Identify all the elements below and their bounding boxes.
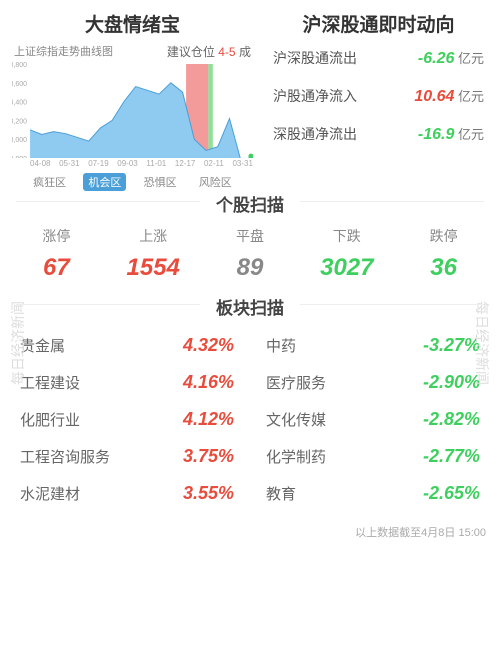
sector-title: 板块扫描 [200,292,300,321]
sector-row-gainer: 工程咨询服务 3.75% [8,438,246,475]
scan-item: 上涨 1554 [105,226,202,282]
divider-stockscan: 个股扫描 [16,201,484,202]
flows-panel: 沪深股通即时动向 沪深股通流出 -6.26 亿元沪股通净流入 10.64 亿元深股通… [269,10,488,197]
sector-name: 化肥行业 [20,409,80,430]
flow-row: 深股通净流出 -16.9 亿元 [269,115,488,153]
index-chart: 3,800 3,600 3,400 3,200 3,000 2,800 [12,62,253,158]
svg-text:3,600: 3,600 [12,81,27,88]
sector-row-gainer: 化肥行业 4.12% [8,401,246,438]
sector-losers: 中药 -3.27% 医疗服务 -2.90% 文化传媒 -2.82% 化学制药 -2.77% 教育… [254,327,492,512]
scan-label: 平盘 [202,226,299,246]
scan-value: 3027 [298,254,395,282]
sector-name: 医疗服务 [266,372,326,393]
sector-pct: -2.90% [423,372,480,393]
svg-text:3,000: 3,000 [12,137,27,144]
sector-name: 化学制药 [266,446,326,467]
svg-text:2,800: 2,800 [12,156,27,158]
sector-pct: -2.82% [423,409,480,430]
sector-pct: 3.75% [183,446,234,467]
sector-row-loser: 医疗服务 -2.90% [254,364,492,401]
scan-value: 1554 [105,254,202,282]
sector-row-gainer: 水泥建材 3.55% [8,475,246,512]
scan-item: 涨停 67 [8,226,105,282]
scan-value: 89 [202,254,299,282]
chart-xlabels: 04-0805-3107-1909-0311-0112-1702-1103-31 [12,158,253,171]
sector-pct: -3.27% [423,335,480,356]
flow-value: -6.26 亿元 [418,48,484,68]
sector-row-loser: 文化传媒 -2.82% [254,401,492,438]
sector-row-loser: 化学制药 -2.77% [254,438,492,475]
scan-item: 平盘 89 [202,226,299,282]
scan-value: 67 [8,254,105,282]
chart-recommendation: 建议仓位 4-5 成 [167,43,251,60]
flow-label: 沪深股通流出 [273,48,357,68]
sector-name: 文化传媒 [266,409,326,430]
scan-label: 上涨 [105,226,202,246]
sector-columns: 贵金属 4.32% 工程建设 4.16% 化肥行业 4.12% 工程咨询服务 3.75% 水泥建… [0,309,500,518]
legend-item[interactable]: 机会区 [83,173,126,191]
scan-label: 下跌 [298,226,395,246]
svg-text:3,200: 3,200 [12,118,27,125]
sentiment-title: 大盘情绪宝 [12,10,253,37]
flow-row: 沪股通净流入 10.64 亿元 [269,77,488,115]
legend-item[interactable]: 疯狂区 [28,173,71,191]
sector-pct: -2.77% [423,446,480,467]
sector-name: 水泥建材 [20,483,80,504]
svg-text:3,400: 3,400 [12,100,27,107]
flow-value: 10.64 亿元 [414,86,484,106]
footer-timestamp: 以上数据截至4月8日 15:00 [0,518,500,546]
scan-label: 涨停 [8,226,105,246]
sector-pct: 4.16% [183,372,234,393]
sector-name: 贵金属 [20,335,65,356]
sector-row-gainer: 贵金属 4.32% [8,327,246,364]
flow-value: -16.9 亿元 [418,124,484,144]
stockscan-row: 涨停 67上涨 1554平盘 89 下跌 3027跌停 36 [0,206,500,300]
legend-item[interactable]: 恐惧区 [139,173,182,191]
sentiment-panel: 大盘情绪宝 上证综指走势曲线图 建议仓位 4-5 成 3,800 3,600 3,4… [12,10,253,197]
sector-pct: 4.12% [183,409,234,430]
sector-name: 工程建设 [20,372,80,393]
dashboard-card: 每日经济新闻 每日经济新闻 大盘情绪宝 上证综指走势曲线图 建议仓位 4-5 成… [0,0,500,665]
scan-value: 36 [395,254,492,282]
sector-name: 教育 [266,483,296,504]
sector-name: 工程咨询服务 [20,446,110,467]
sector-pct: 4.32% [183,335,234,356]
flows-title: 沪深股通即时动向 [269,10,488,37]
flow-label: 沪股通净流入 [273,86,357,106]
scan-item: 下跌 3027 [298,226,395,282]
scan-label: 跌停 [395,226,492,246]
sector-row-gainer: 工程建设 4.16% [8,364,246,401]
flow-label: 深股通净流出 [273,124,357,144]
flow-row: 沪深股通流出 -6.26 亿元 [269,39,488,77]
sector-pct: 3.55% [183,483,234,504]
divider-sector: 板块扫描 [16,304,484,305]
sector-gainers: 贵金属 4.32% 工程建设 4.16% 化肥行业 4.12% 工程咨询服务 3.75% 水泥建… [8,327,246,512]
sector-row-loser: 教育 -2.65% [254,475,492,512]
sector-row-loser: 中药 -3.27% [254,327,492,364]
svg-text:3,800: 3,800 [12,62,27,69]
sector-pct: -2.65% [423,483,480,504]
stockscan-title: 个股扫描 [200,189,300,218]
scan-item: 跌停 36 [395,226,492,282]
chart-subtitle: 上证综指走势曲线图 [14,43,113,60]
sector-name: 中药 [266,335,296,356]
